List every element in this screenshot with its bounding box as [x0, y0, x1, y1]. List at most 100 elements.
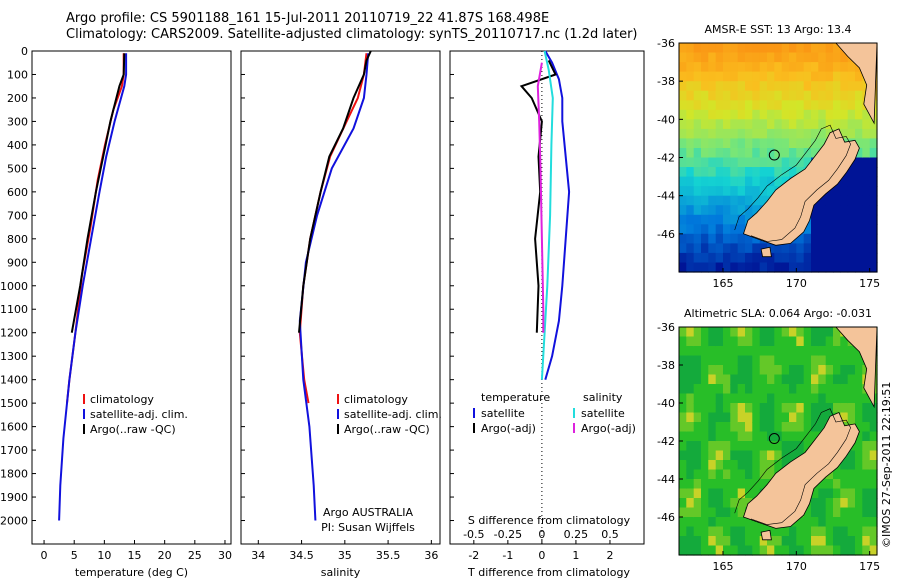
map-cell: [825, 365, 834, 376]
map-cell: [715, 346, 724, 357]
map-cell: [715, 128, 724, 139]
map-cell: [679, 214, 687, 225]
map-cell: [708, 233, 717, 244]
map-cell: [759, 469, 768, 480]
map-cell: [803, 224, 812, 235]
map-cell: [803, 327, 812, 338]
map-cell: [693, 52, 702, 63]
map-cell: [693, 157, 702, 168]
map-cell: [869, 157, 878, 168]
map-cell: [840, 128, 849, 139]
map-cell: [789, 252, 797, 263]
map-cell: [745, 536, 753, 547]
map-cell: [679, 128, 687, 139]
map-cell: [862, 526, 871, 537]
map-cell: [840, 252, 849, 263]
map-cell: [796, 109, 805, 120]
map-cell: [730, 422, 739, 433]
legend-label: satellite: [481, 407, 525, 420]
map-cell: [737, 71, 746, 82]
map-cell: [825, 186, 834, 197]
argo-position-marker: [768, 149, 780, 161]
map-cell: [737, 498, 746, 509]
map-cell: [737, 167, 746, 178]
map-cell: [745, 384, 753, 395]
map-cell: [715, 90, 724, 101]
map-cell: [752, 43, 761, 54]
map-cell: [811, 52, 819, 63]
map-cell: [796, 119, 805, 130]
map-cell: [840, 262, 849, 273]
diff-line-salinity-argoadj: [536, 62, 545, 333]
map-cell: [708, 336, 717, 347]
map-cell: [745, 545, 753, 556]
map-cell: [818, 195, 827, 206]
map-cell: [730, 403, 739, 414]
map-cell: [796, 81, 805, 92]
map-cell: [803, 62, 812, 73]
map-cell: [686, 374, 695, 385]
map-cell: [862, 450, 871, 461]
map-cell: [752, 526, 761, 537]
map-cell: [708, 526, 717, 537]
map-cell: [701, 507, 709, 518]
map-cell: [723, 422, 731, 433]
map-cell: [803, 365, 812, 376]
map-cell: [862, 460, 871, 471]
map-cell: [781, 536, 790, 547]
map-cell: [752, 186, 761, 197]
map-cell: [752, 517, 761, 528]
map-cell: [781, 403, 790, 414]
map-cell: [759, 355, 768, 366]
map-cell: [752, 233, 761, 244]
y-tick-label: 900: [7, 256, 28, 269]
map-cell: [789, 157, 797, 168]
map-cell: [759, 176, 768, 187]
y-tick-label: 200: [7, 92, 28, 105]
map-cell: [701, 403, 709, 414]
map-cell: [693, 243, 702, 254]
map-cell: [869, 195, 878, 206]
map-cell: [752, 243, 761, 254]
map-cell: [737, 157, 746, 168]
map-cell: [847, 365, 856, 376]
map-cell: [745, 109, 753, 120]
map-cell: [693, 43, 702, 54]
map-cell: [723, 479, 731, 490]
map-cell: [686, 186, 695, 197]
x-tick-label: 20: [158, 549, 172, 562]
map-cell: [847, 62, 856, 73]
series-line-argo: [298, 50, 372, 333]
map-cell: [759, 71, 768, 82]
map-cell: [730, 214, 739, 225]
map-cell: [745, 243, 753, 254]
map-cell: [708, 498, 717, 509]
map-cell: [833, 52, 841, 63]
map-cell: [693, 355, 702, 366]
map-cell: [840, 403, 849, 414]
map-cell: [715, 167, 724, 178]
map-cell: [723, 403, 731, 414]
map-cell: [752, 336, 761, 347]
y-tick-label: 1000: [0, 280, 28, 293]
map-cell: [723, 327, 731, 338]
sst-map: [678, 42, 878, 273]
map-cell: [825, 243, 834, 254]
map-cell: [759, 186, 768, 197]
map-cell: [825, 355, 834, 366]
map-cell: [869, 507, 878, 518]
map-cell: [767, 148, 775, 159]
map-cell: [781, 243, 790, 254]
map-cell: [803, 243, 812, 254]
map-cell: [759, 167, 768, 178]
map-cell: [737, 403, 746, 414]
map-cell: [745, 81, 753, 92]
map-cell: [723, 460, 731, 471]
map-cell: [730, 479, 739, 490]
map-cell: [745, 346, 753, 357]
map-cell: [708, 62, 717, 73]
map-cell: [789, 100, 797, 111]
map-cell: [693, 403, 702, 414]
map-cell: [767, 243, 775, 254]
map-cell: [745, 450, 753, 461]
